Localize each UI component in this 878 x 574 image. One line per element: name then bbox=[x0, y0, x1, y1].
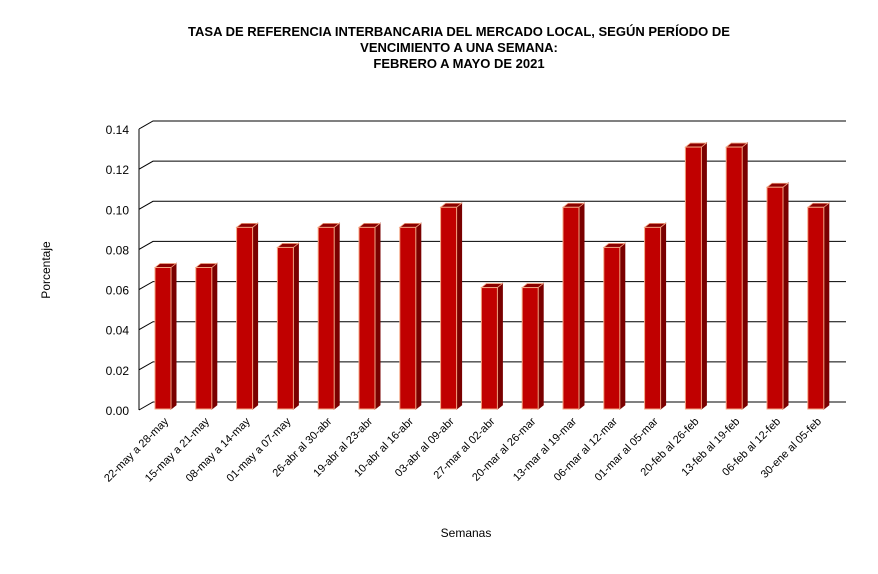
bar-side bbox=[374, 222, 381, 411]
bar bbox=[766, 186, 784, 410]
bar bbox=[521, 287, 539, 410]
gridline bbox=[138, 120, 846, 130]
bar bbox=[480, 287, 498, 410]
bar-side bbox=[741, 142, 748, 411]
title-line-3: FEBRERO A MAYO DE 2021 bbox=[373, 56, 545, 71]
y-tick-label: 0.10 bbox=[106, 203, 130, 217]
bar-side bbox=[537, 282, 544, 411]
bar bbox=[440, 206, 458, 410]
gridline bbox=[138, 200, 846, 210]
bar-side bbox=[700, 142, 707, 411]
bar bbox=[725, 146, 743, 410]
bar-side bbox=[415, 222, 422, 411]
bar-side bbox=[333, 222, 340, 411]
bar bbox=[644, 226, 662, 410]
bar-side bbox=[211, 262, 218, 411]
bar bbox=[236, 226, 254, 410]
y-tick-label: 0.14 bbox=[106, 123, 130, 137]
bar bbox=[317, 226, 335, 410]
bar-side bbox=[292, 242, 299, 411]
bar-side bbox=[456, 202, 463, 411]
gridline bbox=[138, 160, 846, 170]
y-axis-label: Porcentaje bbox=[39, 241, 53, 299]
y-tick-label: 0.08 bbox=[106, 243, 130, 257]
bar-side bbox=[823, 202, 830, 411]
bar-side bbox=[660, 222, 667, 411]
bar bbox=[684, 146, 702, 410]
y-tick-label: 0.12 bbox=[106, 163, 130, 177]
y-tick-label: 0.06 bbox=[106, 284, 130, 298]
y-tick-label: 0.02 bbox=[106, 364, 130, 378]
x-axis-label: Semanas bbox=[441, 526, 492, 540]
y-tick-label: 0.04 bbox=[106, 324, 130, 338]
bar-side bbox=[578, 202, 585, 411]
title-line-2: VENCIMIENTO A UNA SEMANA: bbox=[360, 40, 558, 55]
bar bbox=[807, 206, 825, 410]
y-tick-label: 0.00 bbox=[106, 404, 130, 418]
bar bbox=[195, 267, 213, 410]
bar bbox=[603, 246, 621, 410]
bar-side bbox=[782, 182, 789, 411]
bar-side bbox=[619, 242, 626, 411]
bar bbox=[276, 246, 294, 410]
bar bbox=[154, 267, 172, 410]
gridline bbox=[138, 240, 846, 250]
chart-title: TASA DE REFERENCIA INTERBANCARIA DEL MER… bbox=[0, 24, 878, 72]
bar-side bbox=[252, 222, 259, 411]
title-line-1: TASA DE REFERENCIA INTERBANCARIA DEL MER… bbox=[188, 24, 730, 39]
bar-side bbox=[170, 262, 177, 411]
bar-side bbox=[496, 282, 503, 411]
bar bbox=[399, 226, 417, 410]
bar bbox=[562, 206, 580, 410]
bar bbox=[358, 226, 376, 410]
